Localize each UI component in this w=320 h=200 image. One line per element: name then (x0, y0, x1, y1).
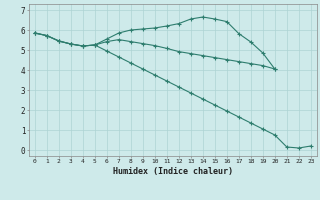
X-axis label: Humidex (Indice chaleur): Humidex (Indice chaleur) (113, 167, 233, 176)
